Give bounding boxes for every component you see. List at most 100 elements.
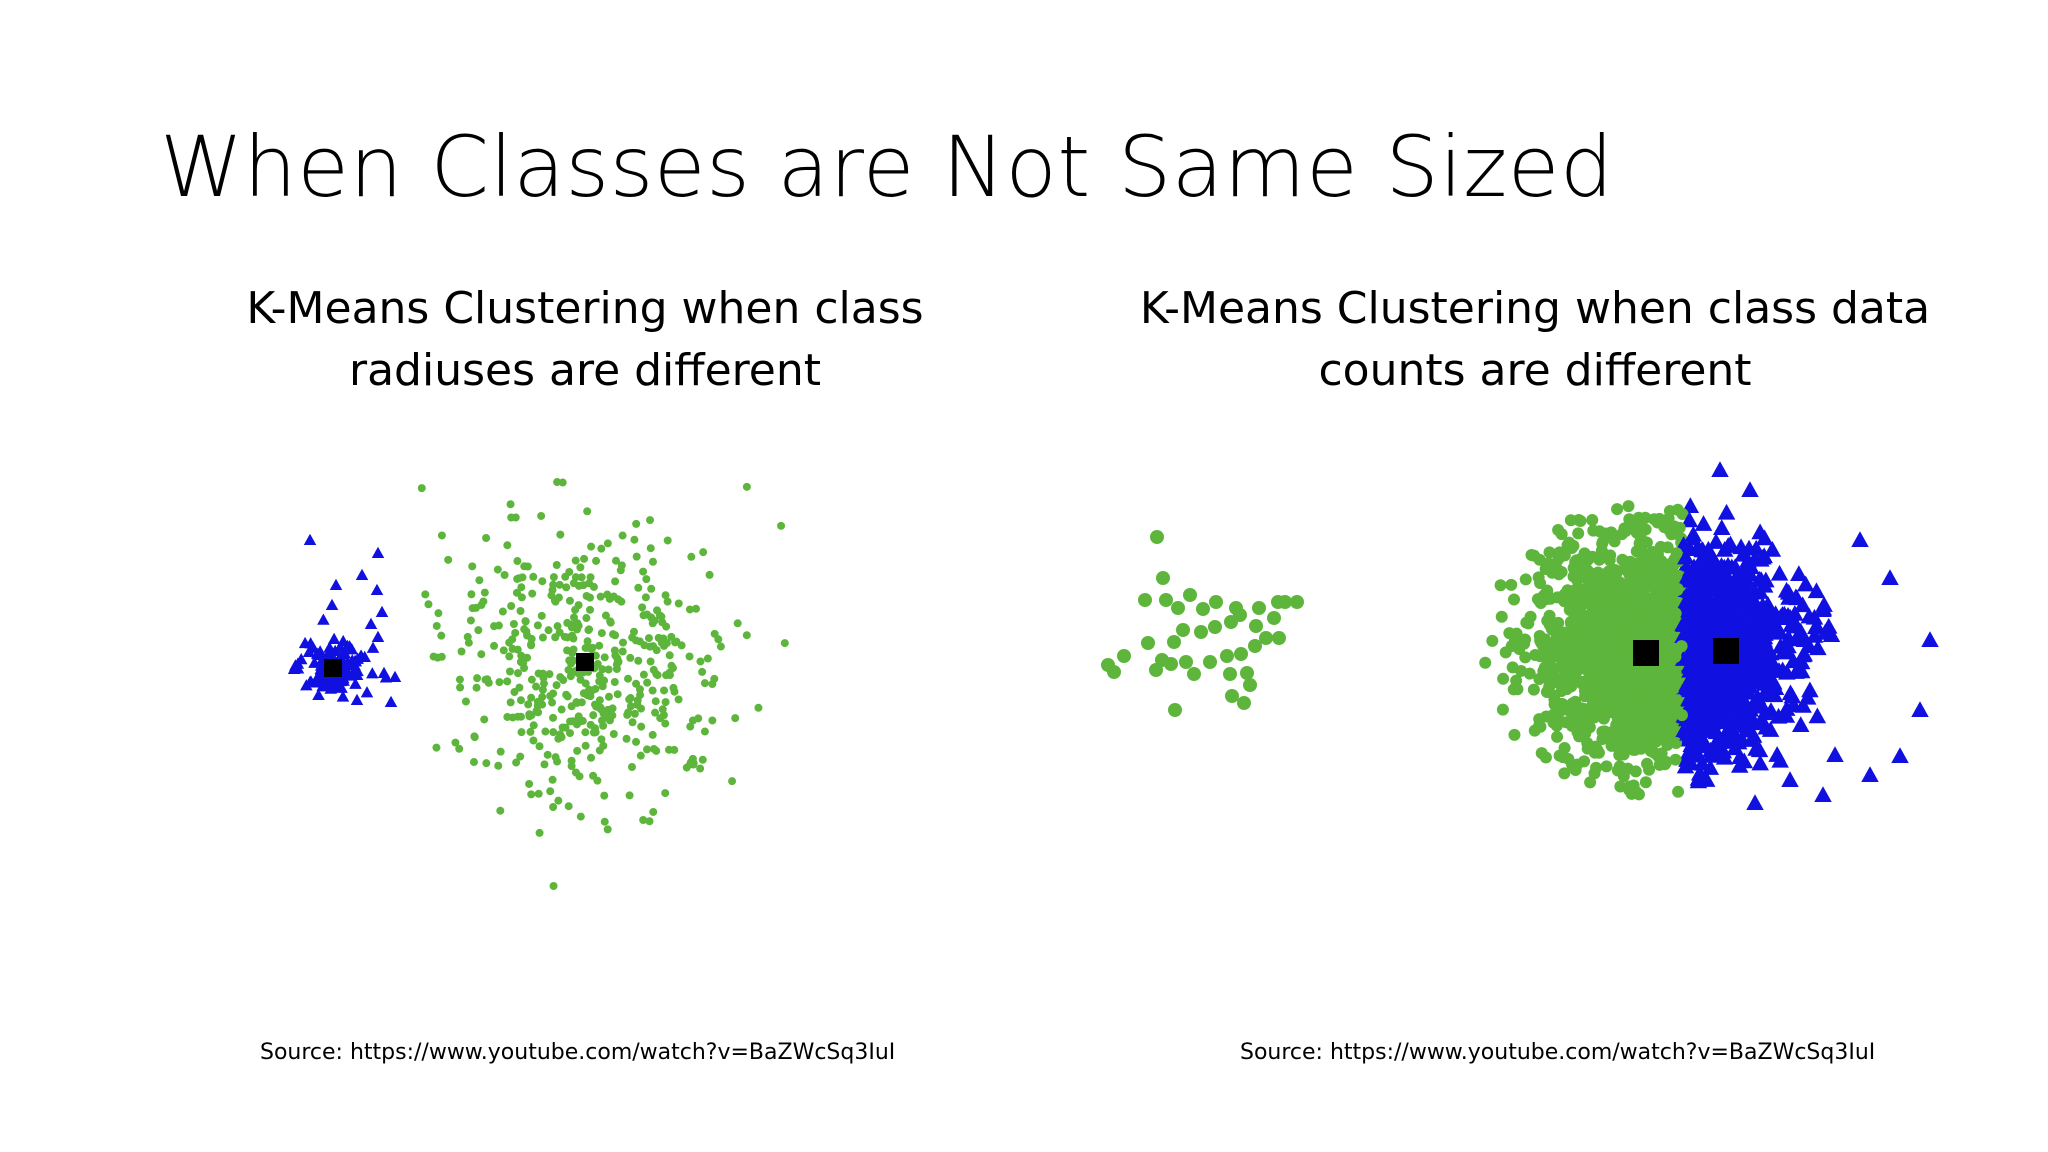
green-cluster-point bbox=[1604, 689, 1617, 702]
green-cluster-point bbox=[1543, 546, 1556, 559]
green-cluster-point bbox=[1585, 700, 1598, 713]
green-cluster-point bbox=[1608, 535, 1621, 548]
green-cluster-point bbox=[651, 697, 660, 706]
green-cluster-point bbox=[561, 723, 570, 732]
green-cluster-point bbox=[549, 580, 558, 589]
green-cluster-point bbox=[551, 597, 560, 606]
green-cluster-point bbox=[1141, 636, 1155, 650]
green-cluster-point bbox=[634, 583, 643, 592]
green-cluster-point bbox=[1243, 678, 1257, 692]
green-cluster-point bbox=[646, 516, 655, 525]
green-cluster-point bbox=[1635, 742, 1648, 755]
green-cluster-point bbox=[467, 590, 476, 599]
green-cluster-point bbox=[1566, 759, 1579, 772]
green-cluster-point bbox=[569, 645, 578, 654]
green-cluster-point bbox=[1596, 537, 1609, 550]
green-cluster-point bbox=[600, 653, 609, 662]
green-cluster-point bbox=[556, 673, 565, 682]
blue-cluster-point bbox=[1717, 503, 1736, 520]
blue-cluster-point bbox=[314, 662, 328, 675]
blue-cluster-point bbox=[1684, 525, 1703, 542]
green-cluster-point bbox=[583, 637, 592, 646]
blue-cluster-point bbox=[1733, 595, 1751, 612]
green-cluster-point bbox=[1586, 513, 1599, 526]
blue-cluster-point bbox=[1881, 569, 1899, 585]
green-cluster-point bbox=[567, 659, 576, 668]
green-cluster-point bbox=[480, 588, 489, 597]
green-cluster-point bbox=[589, 711, 598, 720]
green-cluster-point bbox=[648, 686, 657, 695]
green-cluster-point bbox=[1159, 593, 1173, 607]
green-cluster-point bbox=[626, 653, 635, 662]
green-cluster-point bbox=[1617, 627, 1630, 640]
green-cluster-point bbox=[1655, 665, 1668, 678]
green-cluster-point bbox=[1614, 716, 1627, 729]
green-cluster-point bbox=[632, 737, 641, 746]
right-source-caption: Source: https://www.youtube.com/watch?v=… bbox=[1240, 1040, 1876, 1065]
green-cluster-point bbox=[1527, 683, 1540, 696]
green-cluster-point bbox=[581, 679, 590, 688]
green-cluster-point bbox=[475, 576, 484, 585]
green-cluster-point bbox=[581, 741, 590, 750]
green-cluster-point bbox=[591, 684, 600, 693]
blue-cluster-point bbox=[1779, 629, 1798, 646]
blue-cluster-point bbox=[1861, 766, 1879, 782]
green-cluster-point bbox=[1138, 593, 1152, 607]
green-cluster-point bbox=[1194, 625, 1208, 639]
green-cluster-point bbox=[1519, 573, 1532, 586]
green-cluster-point bbox=[635, 685, 644, 694]
green-cluster-point bbox=[624, 708, 633, 717]
green-cluster-point bbox=[618, 647, 627, 656]
green-cluster-point bbox=[605, 716, 614, 725]
blue-cluster-point bbox=[345, 657, 358, 669]
blue-cluster-point bbox=[335, 648, 349, 660]
blue-cluster-point bbox=[1726, 739, 1744, 756]
green-cluster-point bbox=[546, 691, 555, 700]
blue-cluster-point bbox=[366, 667, 379, 679]
green-cluster-point bbox=[661, 698, 670, 707]
green-cluster-point bbox=[742, 482, 751, 491]
green-cluster-point bbox=[632, 552, 641, 561]
green-cluster-point bbox=[1575, 677, 1588, 690]
green-cluster-point bbox=[1612, 597, 1625, 610]
green-cluster-point bbox=[552, 681, 561, 690]
green-cluster-point bbox=[1555, 528, 1568, 541]
blue-cluster-point bbox=[1679, 724, 1697, 741]
green-cluster-point bbox=[482, 759, 491, 768]
green-cluster-point bbox=[513, 645, 522, 654]
blue-cluster-point bbox=[1794, 696, 1812, 713]
green-cluster-point bbox=[576, 563, 585, 572]
green-cluster-point bbox=[1559, 661, 1572, 674]
green-cluster-point bbox=[656, 714, 665, 723]
green-cluster-point bbox=[546, 787, 555, 796]
green-cluster-point bbox=[1203, 655, 1217, 669]
green-cluster-point bbox=[687, 552, 696, 561]
green-cluster-point bbox=[1625, 725, 1638, 738]
green-cluster-point bbox=[1635, 600, 1648, 613]
blue-cluster-point bbox=[1701, 617, 1719, 634]
green-cluster-point bbox=[1598, 725, 1611, 738]
green-cluster-point bbox=[1675, 640, 1688, 653]
green-cluster-point bbox=[611, 556, 620, 565]
green-cluster-point bbox=[1561, 584, 1574, 597]
green-cluster-point bbox=[548, 775, 557, 784]
green-cluster-point bbox=[1664, 678, 1677, 691]
green-cluster-point bbox=[696, 764, 705, 773]
green-cluster-point bbox=[455, 675, 464, 684]
blue-cluster-point bbox=[317, 613, 330, 625]
blue-cluster-point bbox=[1698, 568, 1717, 585]
green-cluster-point bbox=[538, 633, 547, 642]
green-cluster-point bbox=[1578, 755, 1591, 768]
blue-cluster-point bbox=[1786, 605, 1804, 621]
green-cluster-point bbox=[538, 685, 547, 694]
right-chart-title-line2: counts are different bbox=[1318, 345, 1752, 396]
green-cluster-point bbox=[472, 683, 481, 692]
green-cluster-point bbox=[1535, 747, 1548, 760]
green-cluster-point bbox=[660, 686, 669, 695]
green-cluster-point bbox=[553, 757, 562, 766]
green-cluster-point bbox=[665, 745, 674, 754]
green-cluster-point bbox=[549, 573, 558, 582]
green-cluster-point bbox=[647, 584, 656, 593]
green-cluster-point bbox=[1623, 568, 1636, 581]
green-cluster-point bbox=[609, 730, 618, 739]
